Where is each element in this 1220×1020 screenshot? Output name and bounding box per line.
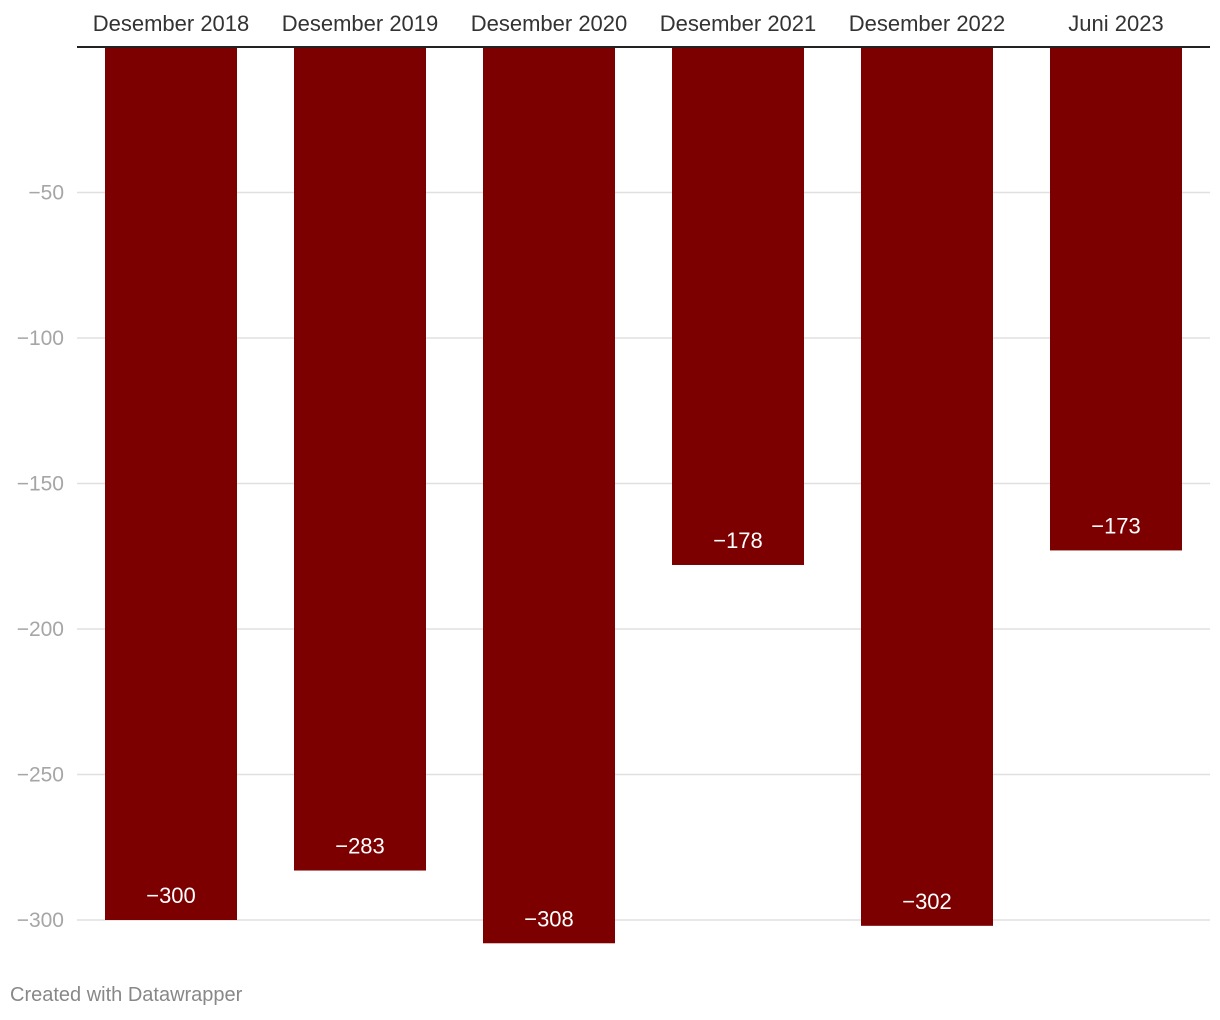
bar <box>672 47 804 565</box>
bar-value-label: −302 <box>902 889 952 914</box>
bar-chart: −50 −100 −150 −200 −250 −300 −300 −283 −308 −178… <box>17 11 1210 944</box>
grid-lines <box>77 191 1210 921</box>
bars <box>105 47 1182 944</box>
category-label: Desember 2022 <box>849 11 1006 36</box>
y-tick-label: −200 <box>17 618 64 641</box>
y-axis-tick-labels: −50 −100 −150 −200 −250 −300 <box>17 182 64 933</box>
datawrapper-credit: Created with Datawrapper <box>10 984 243 1006</box>
y-tick-label: −100 <box>17 327 64 350</box>
category-label: Juni 2023 <box>1068 11 1163 36</box>
category-label: Desember 2021 <box>660 11 817 36</box>
bar-value-label: −173 <box>1091 513 1141 538</box>
bar-value-label: −308 <box>524 906 574 931</box>
bar-value-label: −283 <box>335 834 385 859</box>
category-label: Desember 2020 <box>471 11 628 36</box>
bar <box>483 47 615 944</box>
category-label: Desember 2019 <box>282 11 439 36</box>
y-tick-label: −150 <box>17 473 64 496</box>
y-tick-label: −300 <box>17 909 64 932</box>
bar <box>294 47 426 871</box>
category-label: Desember 2018 <box>93 11 250 36</box>
y-tick-label: −50 <box>28 182 64 205</box>
y-tick-label: −250 <box>17 764 64 787</box>
bar <box>861 47 993 926</box>
bar <box>1050 47 1182 551</box>
bar-value-label: −178 <box>713 528 763 553</box>
x-axis-category-labels: Desember 2018 Desember 2019 Desember 2020 D… <box>93 11 1164 36</box>
bar-value-label: −300 <box>146 883 196 908</box>
bar <box>105 47 237 920</box>
bar-value-labels: −300 −283 −308 −178 −302 −173 <box>146 513 1141 931</box>
